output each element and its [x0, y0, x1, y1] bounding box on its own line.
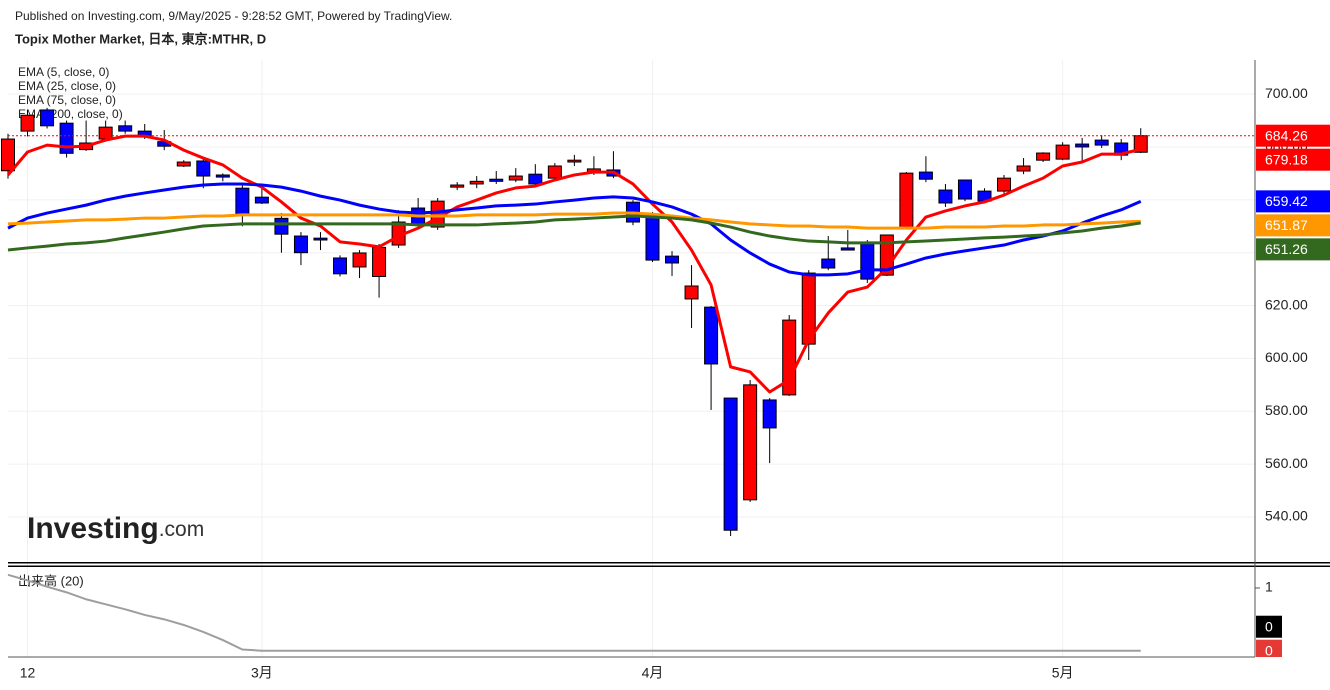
- candle-body: [489, 178, 504, 182]
- volume-line: [7, 573, 1141, 652]
- candle-body: [1036, 152, 1051, 161]
- y-tick-label: 620.00: [1265, 296, 1308, 312]
- legend-entry: EMA (25, close, 0): [18, 79, 116, 93]
- candle-body: [1, 138, 15, 172]
- legend-entry: EMA (5, close, 0): [18, 65, 109, 79]
- candle-body: [899, 172, 914, 229]
- candle-body: [450, 184, 465, 188]
- candle-body: [1016, 165, 1031, 172]
- header: Published on Investing.com, 9/May/2025 -…: [15, 9, 452, 23]
- candle-body: [957, 179, 972, 200]
- candle-body: [40, 109, 55, 127]
- price-badge-label: 679.18: [1265, 151, 1308, 167]
- candle-body: [821, 258, 836, 269]
- y-tick-label: 1: [1265, 579, 1273, 595]
- price-badge-label: 651.26: [1265, 241, 1308, 257]
- price-badge-label: 651.87: [1265, 217, 1308, 233]
- y-tick-label: 560.00: [1265, 455, 1308, 471]
- candle-body: [918, 171, 933, 180]
- price-badge-label: 684.26: [1265, 127, 1308, 143]
- candle-body: [1075, 143, 1090, 148]
- legend-entry: EMA (75, close, 0): [18, 93, 116, 107]
- price-badge: [1256, 238, 1330, 261]
- price-badge-label: 659.42: [1265, 193, 1308, 209]
- x-tick-label: 5月: [1052, 665, 1074, 681]
- candle-body: [801, 272, 816, 345]
- candle-body: [938, 189, 953, 204]
- candle-body: [645, 215, 660, 261]
- volume-badge: [1256, 615, 1282, 638]
- logo-suffix: .com: [159, 518, 205, 541]
- candle-body: [372, 246, 387, 277]
- candle-body: [665, 255, 680, 264]
- ema-line: [7, 214, 1141, 252]
- price-badge: [1256, 148, 1330, 171]
- candle-body: [20, 114, 35, 132]
- y-tick-label: 700.00: [1265, 85, 1308, 101]
- ema-line: [7, 211, 1141, 230]
- candle-body: [333, 257, 348, 275]
- candle-body: [352, 252, 367, 268]
- candles: [1, 107, 1148, 537]
- panel-separator: [8, 565, 1330, 567]
- candle-body: [840, 247, 855, 251]
- volume-badge-label: 0: [1265, 642, 1273, 658]
- candle-body: [704, 306, 719, 365]
- candle-body: [98, 126, 113, 140]
- candle-body: [235, 187, 250, 216]
- candle-body: [196, 160, 211, 177]
- candle-body: [176, 161, 191, 167]
- candle-body: [743, 384, 758, 501]
- x-tick-label: 4月: [642, 665, 664, 681]
- y-tick-label: 580.00: [1265, 402, 1308, 418]
- price-badge: [1256, 190, 1330, 213]
- candle-body: [528, 173, 543, 185]
- candle-body: [254, 196, 269, 204]
- grid-layer: [8, 60, 1255, 657]
- ema-line: [6, 134, 1142, 394]
- ema-line: [7, 182, 1142, 277]
- y-tick-label: 540.00: [1265, 508, 1308, 524]
- candle-body: [762, 399, 777, 429]
- candle-body: [723, 397, 738, 531]
- candle-body: [997, 177, 1012, 192]
- price-badge: [1256, 214, 1330, 237]
- candle-body: [215, 174, 230, 178]
- candle-body: [860, 243, 875, 280]
- logo-name: Investing: [27, 512, 159, 545]
- volume-badge: [1256, 639, 1282, 657]
- logo: Investing.com: [27, 512, 204, 545]
- volume-badge-label: 0: [1265, 618, 1273, 634]
- candle-body: [118, 125, 133, 132]
- candle-body: [293, 235, 308, 254]
- y-tick-label: 600.00: [1265, 349, 1308, 365]
- candle-body: [313, 237, 328, 241]
- candle-body: [547, 165, 562, 179]
- candle-body: [59, 122, 74, 154]
- candle-body: [1055, 144, 1070, 160]
- x-tick-label: 12: [20, 665, 36, 681]
- candle-body: [469, 180, 484, 185]
- candle-body: [274, 217, 289, 235]
- x-tick-label: 3月: [251, 665, 273, 681]
- chart-title: Topix Mother Market, 日本, 東京:MTHR, D: [15, 31, 266, 46]
- panel-separator: [8, 562, 1330, 564]
- volume-title: 出来高 (20): [18, 573, 84, 588]
- candle-body: [684, 285, 699, 300]
- candle-body: [567, 159, 582, 163]
- candle-body: [1094, 139, 1109, 146]
- price-badge: [1256, 124, 1330, 147]
- candle-body: [508, 175, 523, 181]
